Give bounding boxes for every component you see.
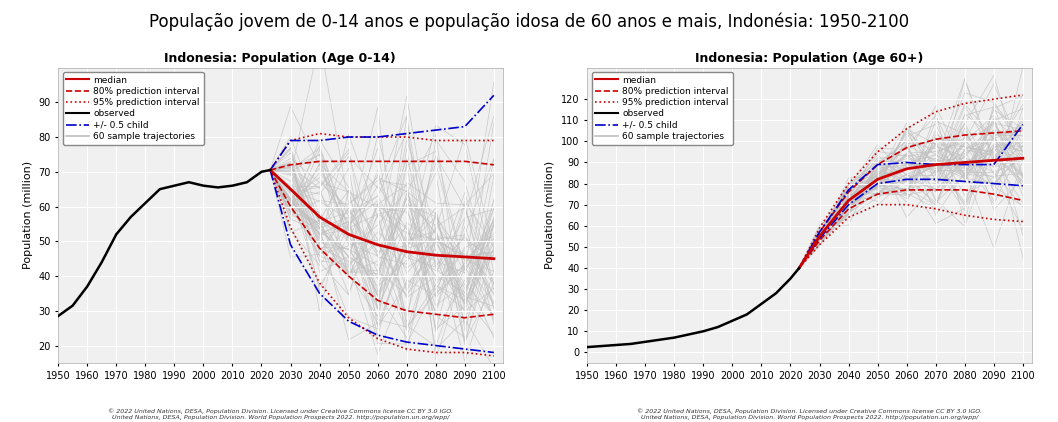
Legend: median, 80% prediction interval, 95% prediction interval, observed, +/- 0.5 chil: median, 80% prediction interval, 95% pre… [591,72,732,145]
Title: Indonesia: Population (Age 60+): Indonesia: Population (Age 60+) [695,52,924,65]
Text: © 2022 United Nations, DESA, Population Division. Licensed under Creative Common: © 2022 United Nations, DESA, Population … [637,408,982,420]
Text: © 2022 United Nations, DESA, Population Division. Licensed under Creative Common: © 2022 United Nations, DESA, Population … [108,408,453,420]
Y-axis label: Population (million): Population (million) [22,161,33,269]
Title: Indonesia: Population (Age 0-14): Indonesia: Population (Age 0-14) [164,52,397,65]
Text: População jovem de 0-14 anos e população idosa de 60 anos e mais, Indonésia: 195: População jovem de 0-14 anos e população… [149,13,909,31]
Y-axis label: Population (million): Population (million) [546,161,555,269]
Legend: median, 80% prediction interval, 95% prediction interval, observed, +/- 0.5 chil: median, 80% prediction interval, 95% pre… [62,72,203,145]
